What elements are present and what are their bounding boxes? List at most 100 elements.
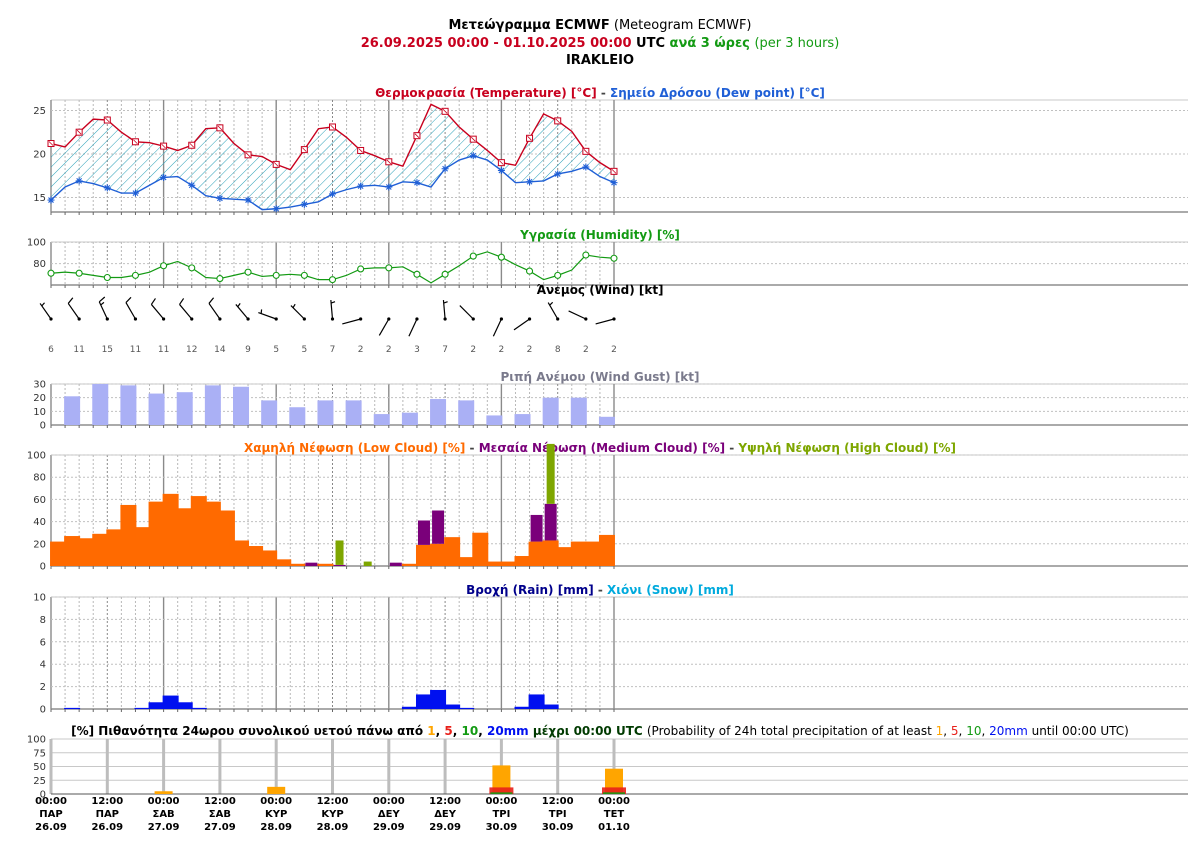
- probability-title: [%] Πιθανότητα 24ωρου συνολικού υετού πά…: [71, 724, 1129, 738]
- wind-barb-half-flag: [549, 301, 554, 306]
- time-axis-day-label: ΔΕΥ: [434, 809, 457, 820]
- gust-bar: [458, 400, 475, 425]
- time-axis-time-label: 12:00: [204, 796, 236, 807]
- probability-threshold-en: 10: [966, 724, 981, 738]
- wind-barb-flag: [125, 296, 132, 303]
- dewpoint-point: [300, 200, 308, 208]
- dewpoint-point-stroke: [245, 197, 251, 203]
- dewpoint-point-stroke: [301, 201, 308, 208]
- dewpoint-point-stroke: [498, 167, 505, 174]
- wind-barb-flag: [67, 297, 74, 304]
- rain-title-part: Βροχή (Rain) [mm]: [466, 583, 594, 597]
- wind-speed-label: 7: [442, 345, 448, 355]
- wind-speed-label: 2: [499, 345, 505, 355]
- dewpoint-point: [329, 190, 336, 198]
- wind-barb: [150, 298, 166, 321]
- cloud-panel-ytick-label: 80: [33, 473, 46, 484]
- wind-barb: [98, 296, 109, 321]
- cloud-title-part: Μεσαία Νέφωση (Medium Cloud) [%]: [479, 441, 725, 455]
- rain-bar: [514, 706, 531, 709]
- probability-threshold-en: 1: [936, 724, 944, 738]
- low-cloud-bar: [542, 540, 559, 566]
- temperature-point-cross: [358, 148, 363, 153]
- wind-speed-label: 5: [273, 345, 279, 355]
- time-axis-time-label: 12:00: [317, 796, 349, 807]
- low-cloud-bar: [64, 536, 81, 566]
- low-cloud-bar: [415, 544, 432, 566]
- wind-barb: [408, 317, 419, 337]
- wind-speed-label: 15: [102, 345, 113, 355]
- wind-barb-shaft: [125, 302, 136, 320]
- humidity-panel-ytick-label: 80: [33, 259, 46, 270]
- temperature-point-cross: [386, 159, 392, 165]
- time-axis-day-label: ΠΑΡ: [96, 809, 119, 820]
- rain-bar: [148, 702, 165, 709]
- wind-barb-shaft: [442, 300, 446, 320]
- temperature-panel-ytick-label: 25: [33, 106, 46, 117]
- gust-panel-ytick-label: 20: [33, 393, 46, 404]
- high-cloud-bar: [546, 443, 555, 504]
- temperature-point-cross: [499, 160, 504, 165]
- rain-title-part: Χιόνι (Snow) [mm]: [607, 583, 734, 597]
- wind-barb: [547, 301, 560, 321]
- temperature-point-cross: [330, 124, 335, 130]
- probability-panel-ytick-label: 50: [33, 762, 46, 773]
- dewpoint-point: [441, 165, 449, 173]
- wind-speed-label: 7: [330, 345, 336, 355]
- temperature-point-cross: [470, 136, 476, 142]
- medium-cloud-bar: [432, 510, 445, 544]
- wind-barb-shaft: [595, 318, 615, 325]
- dewpoint-point: [526, 178, 534, 186]
- humidity-point: [554, 271, 562, 279]
- dewpoint-point: [357, 182, 365, 190]
- wind-barb: [179, 298, 194, 321]
- cloud-panel-ytick-label: 40: [33, 517, 46, 528]
- wind-speed-label: 14: [214, 345, 226, 355]
- rain-panel-ytick-label: 6: [40, 637, 46, 648]
- dewpoint-point: [103, 184, 111, 192]
- wind-barb-shaft: [330, 300, 334, 320]
- medium-cloud-bar: [544, 503, 557, 541]
- time-axis-day-label: ΤΕΤ: [604, 809, 625, 820]
- wind-speed-label: 2: [470, 345, 476, 355]
- probability-sep-en: ,: [959, 724, 967, 738]
- rain-panel-ytick-label: 2: [40, 682, 46, 693]
- cloud-panel-ytick-label: 0: [40, 562, 46, 573]
- low-cloud-bar: [598, 534, 615, 566]
- high-cloud-bar: [363, 561, 372, 566]
- time-axis-day-label: ΚΥΡ: [265, 809, 287, 820]
- cloud-title-part: -: [725, 441, 738, 455]
- meteogram-title: Μετεώγραμμα ECMWF (Meteogram ECMWF): [0, 18, 1200, 34]
- wind-barb-shaft: [547, 302, 559, 320]
- time-axis-date-label: 27.09: [148, 822, 180, 833]
- rain-bar: [64, 707, 81, 710]
- wind-barb: [459, 305, 475, 321]
- wind-barb: [568, 310, 588, 321]
- probability-bar: [490, 792, 513, 794]
- low-cloud-bar: [190, 496, 207, 566]
- humidity-point: [188, 264, 196, 272]
- wind-barb-shaft: [208, 303, 221, 320]
- time-axis-date-label: 28.09: [260, 822, 292, 833]
- gust-bar: [289, 407, 306, 425]
- humidity-point: [385, 264, 393, 272]
- wind-barb-shaft: [235, 304, 249, 320]
- time-axis-day-label: ΣΑΒ: [209, 809, 231, 820]
- cloud-title-part: Υψηλή Νέφωση (High Cloud) [%]: [737, 441, 956, 455]
- wind-barb: [125, 296, 138, 321]
- gust-bar: [570, 397, 587, 425]
- dewpoint-point: [75, 177, 83, 185]
- low-cloud-bar: [486, 561, 503, 566]
- rain-bar: [444, 704, 461, 709]
- wind-barb: [258, 309, 278, 321]
- probability-sep-en: ,: [981, 724, 989, 738]
- rain-bar: [401, 706, 418, 709]
- low-cloud-bar: [106, 529, 123, 566]
- gust-bar: [317, 400, 334, 425]
- gust-bar: [92, 384, 109, 425]
- gust-bar: [598, 416, 615, 425]
- time-axis-time-label: 12:00: [91, 796, 123, 807]
- gust-panel-ytick-label: 10: [33, 407, 46, 418]
- low-cloud-bar: [204, 501, 221, 566]
- temperature-point-cross: [442, 109, 448, 114]
